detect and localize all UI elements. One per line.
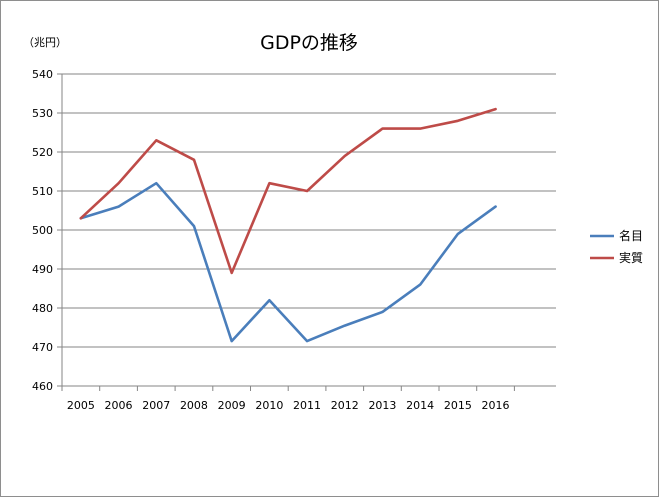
- x-tick-label: 2010: [255, 399, 283, 412]
- series-lines: [79, 107, 497, 343]
- y-tick-label: 480: [32, 302, 53, 315]
- y-tick-label: 510: [32, 185, 53, 198]
- chart-title: GDPの推移: [260, 32, 358, 54]
- y-tick-label: 470: [32, 341, 53, 354]
- y-axis-ticks: 460 470 480 490 500 510 520 530 540: [32, 68, 62, 393]
- x-tick-label: 2009: [218, 399, 246, 412]
- x-tick-label: 2005: [67, 399, 95, 412]
- x-tick-label: 2012: [331, 399, 359, 412]
- x-tick-label: 2007: [142, 399, 170, 412]
- y-axis-unit-label: （兆円）: [23, 36, 67, 49]
- series-line-1: [79, 181, 497, 343]
- x-axis-ticks: 2005 2006 2007 2008 2009 2010 2011 2012 2013 2014…: [61, 386, 515, 412]
- x-tick-label: 2016: [482, 399, 510, 412]
- legend-label: 実質: [619, 250, 643, 265]
- y-tick-label: 520: [32, 146, 53, 159]
- y-tick-label: 530: [32, 107, 53, 120]
- x-tick-label: 2014: [406, 399, 434, 412]
- x-tick-label: 2013: [368, 399, 396, 412]
- y-tick-label: 460: [32, 380, 53, 393]
- series-line-2: [79, 107, 497, 275]
- legend-label: 名目: [619, 228, 643, 243]
- x-tick-label: 2011: [293, 399, 321, 412]
- y-tick-label: 500: [32, 224, 53, 237]
- x-tick-label: 2015: [444, 399, 472, 412]
- y-tick-label: 540: [32, 68, 53, 81]
- y-tick-label: 490: [32, 263, 53, 276]
- x-tick-label: 2006: [105, 399, 133, 412]
- x-tick-label: 2008: [180, 399, 208, 412]
